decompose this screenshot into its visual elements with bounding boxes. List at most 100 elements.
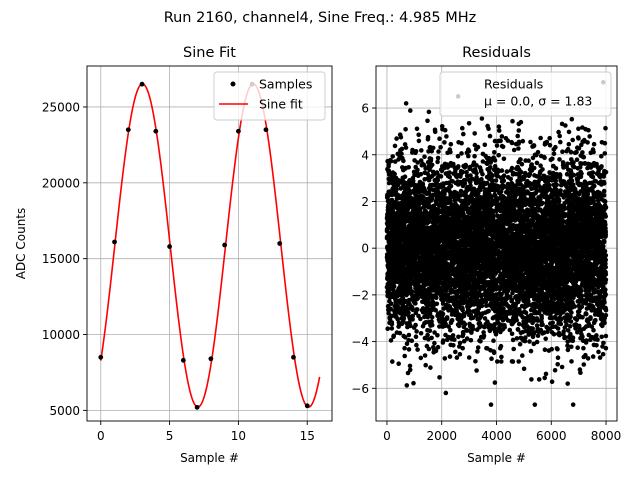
residual-point xyxy=(516,146,521,151)
residual-point xyxy=(435,344,441,350)
sine-fit-y-tick-label: 20000 xyxy=(42,176,80,190)
residual-point xyxy=(509,331,515,337)
residual-point xyxy=(499,134,505,139)
residual-point xyxy=(479,116,485,121)
residual-point xyxy=(490,173,495,178)
residual-point xyxy=(413,334,419,340)
residual-point xyxy=(494,143,500,148)
sample-point xyxy=(125,127,131,133)
residual-point xyxy=(498,138,503,144)
sine-fit-axes-frame xyxy=(86,65,333,422)
residual-point xyxy=(462,322,468,327)
residual-point xyxy=(496,152,502,158)
residual-point xyxy=(433,348,439,354)
residual-point xyxy=(499,168,505,173)
residual-point xyxy=(459,151,464,156)
residual-point xyxy=(457,340,463,346)
residual-point xyxy=(504,169,510,174)
residual-point xyxy=(394,136,399,141)
residual-point xyxy=(501,173,507,178)
residual-point xyxy=(407,178,413,183)
residual-point xyxy=(510,118,515,124)
residual-point xyxy=(394,187,399,192)
residual-point xyxy=(491,213,496,218)
sine-fit-line-layer xyxy=(99,83,321,408)
residual-point xyxy=(516,128,522,133)
residual-point xyxy=(434,295,439,301)
residual-point xyxy=(461,131,466,137)
sample-point xyxy=(236,128,241,134)
residual-point xyxy=(418,331,424,336)
residual-point xyxy=(390,359,395,364)
residual-point xyxy=(460,345,466,351)
residual-point xyxy=(403,145,409,150)
residual-point xyxy=(388,301,394,307)
residual-point xyxy=(496,128,502,133)
sample-point xyxy=(153,128,159,134)
residual-point xyxy=(425,118,430,124)
residual-point xyxy=(430,145,436,151)
residual-point xyxy=(397,330,403,336)
residual-point xyxy=(463,162,469,168)
residual-point xyxy=(436,149,441,154)
residual-point xyxy=(466,149,472,154)
residual-point xyxy=(402,353,408,359)
residual-point xyxy=(414,126,420,132)
residual-point xyxy=(391,333,397,339)
sample-point xyxy=(222,242,228,248)
residual-point xyxy=(404,341,410,347)
residual-point xyxy=(495,359,500,364)
residual-point xyxy=(410,178,416,184)
residual-point xyxy=(516,359,521,364)
residuals-title: Residuals xyxy=(462,45,531,61)
residual-point xyxy=(406,347,412,352)
residual-point xyxy=(401,222,407,228)
residual-point xyxy=(390,209,396,214)
residual-point xyxy=(459,140,464,146)
residual-point xyxy=(426,346,432,352)
residual-point xyxy=(428,156,434,162)
residual-point xyxy=(407,367,413,373)
residual-point xyxy=(489,291,495,297)
residual-point xyxy=(415,167,420,173)
residual-point xyxy=(442,140,447,145)
residual-point xyxy=(493,178,499,183)
residual-point xyxy=(491,350,497,356)
residual-point xyxy=(518,169,524,175)
residual-point xyxy=(413,149,419,154)
residual-point xyxy=(401,158,406,164)
residual-point xyxy=(426,302,432,308)
residual-point xyxy=(487,133,493,139)
residual-point xyxy=(423,362,429,368)
sine-fit-panel: Sine Fit 0 5 10 15 500010000150002000025000… xyxy=(14,45,333,465)
residual-point xyxy=(410,313,416,319)
residual-point xyxy=(410,317,415,322)
residual-point xyxy=(389,321,395,327)
residual-point xyxy=(470,326,476,332)
residual-point xyxy=(440,338,446,343)
residual-point xyxy=(435,333,440,338)
residual-point xyxy=(427,328,433,334)
residual-point xyxy=(398,135,404,140)
sine-fit-y-tick-label: 15000 xyxy=(42,252,80,266)
sine-fit-grid xyxy=(87,66,332,421)
sine-fit-ylabel: ADC Counts xyxy=(14,208,28,280)
residual-point xyxy=(508,176,513,182)
residual-point xyxy=(417,287,423,292)
residual-point xyxy=(475,349,480,354)
residual-point xyxy=(416,138,422,144)
residual-point xyxy=(442,356,448,361)
residual-point xyxy=(415,347,420,352)
residual-point xyxy=(447,174,453,180)
legend-sine-fit-label: Sine fit xyxy=(259,97,303,112)
residual-point xyxy=(460,125,465,131)
residual-point xyxy=(386,311,391,316)
residual-point xyxy=(428,365,433,370)
residual-point xyxy=(448,183,454,189)
residual-point xyxy=(416,132,422,138)
legend-samples-label: Samples xyxy=(259,77,312,92)
sine-fit-curve xyxy=(99,83,321,408)
residual-point xyxy=(418,171,424,177)
residual-point xyxy=(472,131,478,136)
